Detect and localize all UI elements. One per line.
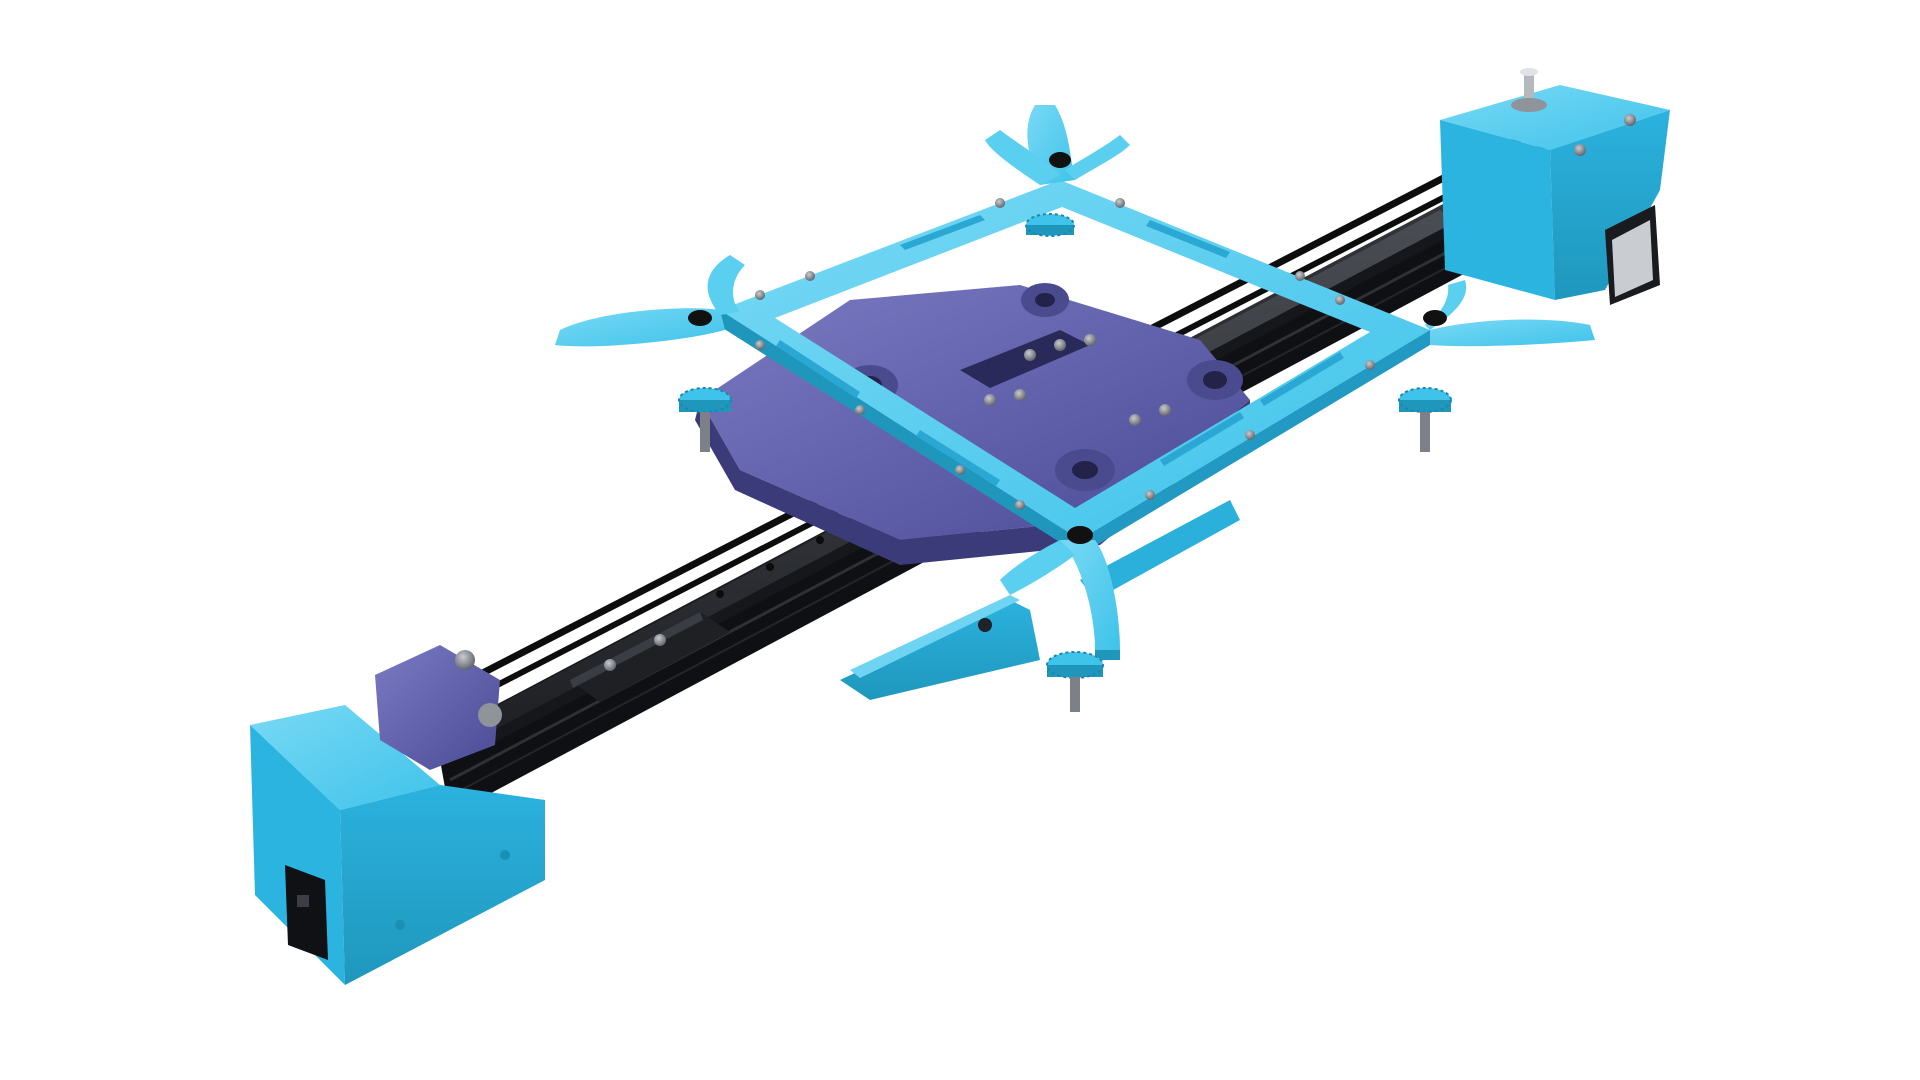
thumb-nut	[1398, 387, 1452, 452]
frame-arms	[555, 105, 1595, 660]
thumb-nut	[1025, 213, 1075, 237]
carriage-plate-screws	[984, 334, 1171, 426]
arm-hole	[1423, 310, 1447, 326]
bracket-screw	[978, 618, 992, 632]
thumb-nut	[1046, 651, 1104, 712]
mount-hole	[395, 920, 405, 930]
carriage-screw	[654, 634, 666, 646]
extrusion-end-face	[285, 865, 328, 960]
mount-hole	[500, 850, 510, 860]
arm-hole	[1067, 526, 1093, 544]
lower-blue-bracket	[840, 500, 1240, 700]
frame-slots	[776, 215, 1344, 486]
frame-screws	[755, 198, 1375, 510]
belt-tensioner	[375, 645, 502, 770]
arm-hole	[688, 310, 712, 326]
idler-end-block	[250, 705, 545, 985]
blue-square-frame	[718, 180, 1430, 555]
motor-screw	[1624, 114, 1636, 126]
thumb-nut	[678, 387, 732, 452]
stepper-motor	[1605, 205, 1660, 305]
idler-pulley	[478, 703, 502, 727]
motor-end-block	[1440, 85, 1670, 300]
arm-hole	[1049, 152, 1071, 168]
carriage-screw	[604, 659, 616, 671]
tensioner-screw	[455, 650, 475, 670]
motor-screw	[1574, 144, 1586, 156]
knurled-thumb-nuts	[678, 213, 1452, 712]
rail-carriage	[570, 536, 824, 702]
pulley-shaft	[1511, 68, 1547, 112]
